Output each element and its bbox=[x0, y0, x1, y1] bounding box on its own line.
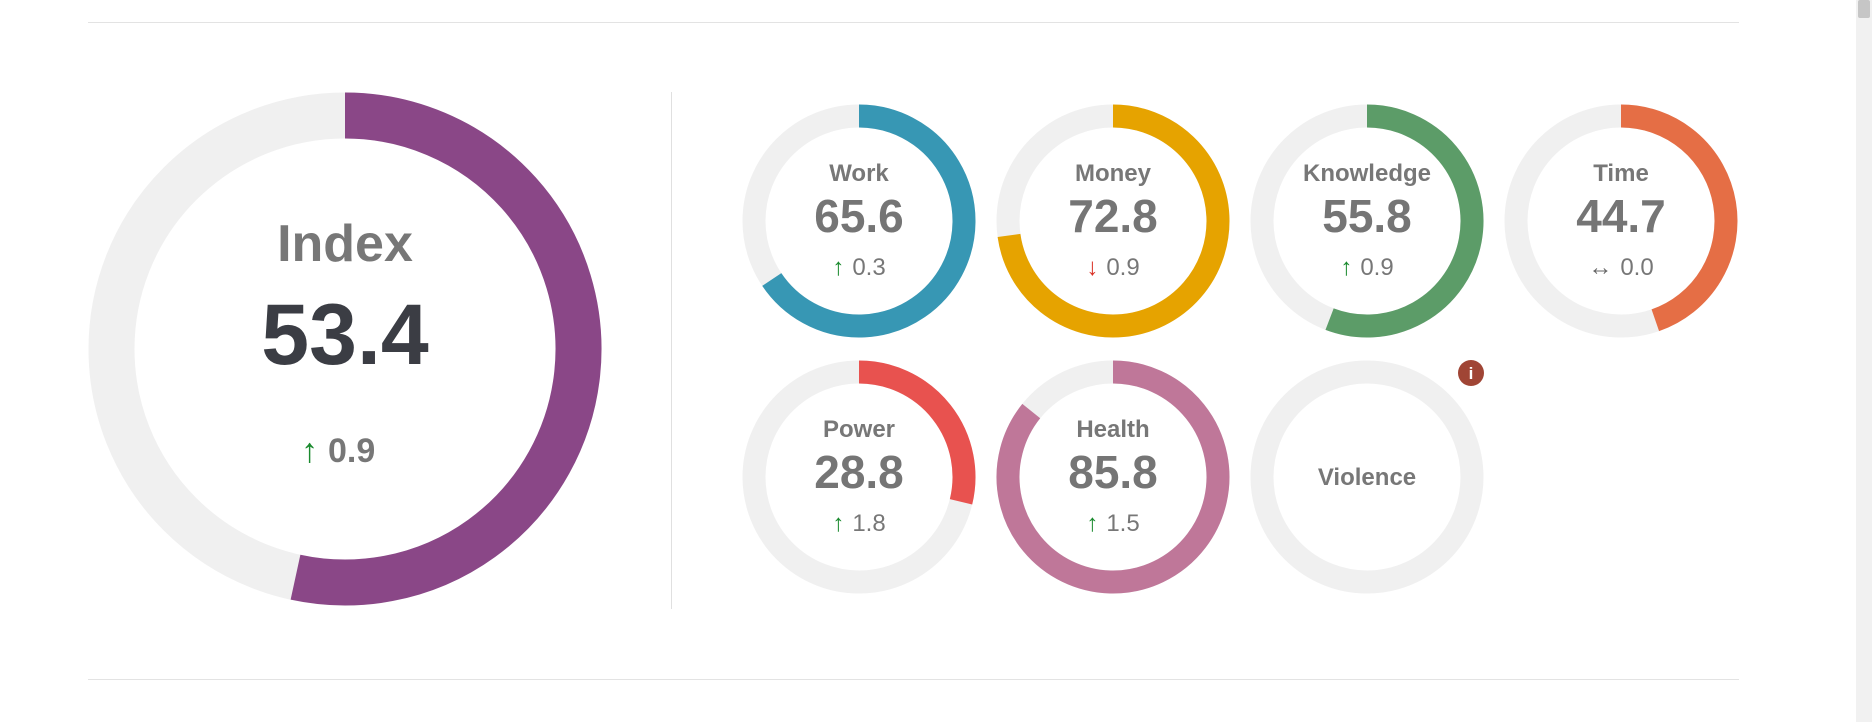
donut-work[interactable]: Work 65.6 ↑ 0.3 bbox=[742, 104, 976, 338]
donut-work-change-value: 0.3 bbox=[852, 254, 885, 281]
donut-work-arc bbox=[762, 104, 976, 338]
donut-knowledge-value: 55.8 bbox=[1322, 190, 1412, 242]
donut-power[interactable]: Power 28.8 ↑ 1.8 bbox=[742, 360, 976, 594]
index-value: 53.4 bbox=[261, 287, 429, 383]
index-label: Index bbox=[277, 215, 413, 273]
arrow-left-right-icon: ↔ bbox=[1588, 254, 1612, 281]
donut-health[interactable]: Health 85.8 ↑ 1.5 bbox=[996, 360, 1230, 594]
donut-knowledge-label: Knowledge bbox=[1303, 160, 1431, 187]
donut-power-change: ↑ 1.8 bbox=[832, 510, 885, 537]
donut-power-arc bbox=[858, 360, 976, 505]
top-divider bbox=[88, 22, 1739, 23]
donut-knowledge-arc bbox=[1325, 104, 1484, 338]
donut-time-change-value: 0.0 bbox=[1620, 254, 1653, 281]
info-icon-circle bbox=[1458, 360, 1484, 386]
donut-work-label: Work bbox=[829, 160, 889, 187]
donut-time-arc bbox=[1620, 104, 1738, 332]
donut-violence-track bbox=[1250, 360, 1484, 594]
donut-health-change: ↑ 1.5 bbox=[1086, 510, 1139, 537]
donut-money-value: 72.8 bbox=[1068, 190, 1158, 242]
info-icon-glyph: i bbox=[1469, 364, 1474, 383]
scrollbar[interactable] bbox=[1856, 0, 1872, 722]
donut-knowledge[interactable]: Knowledge 55.8 ↑ 0.9 bbox=[1250, 104, 1484, 338]
index-change: ↑ 0.9 bbox=[301, 432, 375, 470]
donut-health-label: Health bbox=[1076, 416, 1149, 443]
index-donut[interactable]: Index 53.4 ↑ 0.9 bbox=[88, 92, 602, 606]
donut-money-label: Money bbox=[1075, 160, 1152, 187]
arrow-down-icon: ↓ bbox=[1086, 254, 1098, 281]
index-change-value: 0.9 bbox=[328, 432, 375, 470]
scrollbar-thumb[interactable] bbox=[1858, 0, 1870, 18]
donut-power-change-value: 1.8 bbox=[852, 510, 885, 537]
info-icon[interactable]: i bbox=[1458, 360, 1484, 386]
donut-knowledge-change: ↑ 0.9 bbox=[1340, 254, 1393, 281]
index-donut-arc bbox=[290, 92, 602, 606]
donut-work-value: 65.6 bbox=[814, 190, 904, 242]
arrow-up-icon: ↑ bbox=[1086, 510, 1098, 537]
arrow-up-icon: ↑ bbox=[301, 432, 318, 470]
donut-power-value: 28.8 bbox=[814, 446, 904, 498]
donut-money-arc bbox=[997, 104, 1230, 338]
donut-time[interactable]: Time 44.7 ↔ 0.0 bbox=[1504, 104, 1738, 338]
vertical-divider bbox=[671, 92, 672, 609]
donut-time-change: ↔ 0.0 bbox=[1588, 254, 1653, 281]
donut-violence[interactable]: Violence i bbox=[1250, 360, 1484, 594]
donut-money[interactable]: Money 72.8 ↓ 0.9 bbox=[996, 104, 1230, 338]
donut-knowledge-change-value: 0.9 bbox=[1360, 254, 1393, 281]
donut-time-value: 44.7 bbox=[1576, 190, 1666, 242]
donut-health-arc bbox=[996, 360, 1230, 594]
arrow-up-icon: ↑ bbox=[832, 254, 844, 281]
bottom-divider bbox=[88, 679, 1739, 680]
arrow-up-icon: ↑ bbox=[832, 510, 844, 537]
donut-violence-label: Violence bbox=[1318, 464, 1416, 491]
donut-power-label: Power bbox=[823, 416, 895, 443]
donut-health-change-value: 1.5 bbox=[1106, 510, 1139, 537]
donut-health-value: 85.8 bbox=[1068, 446, 1158, 498]
arrow-up-icon: ↑ bbox=[1340, 254, 1352, 281]
donut-work-change: ↑ 0.3 bbox=[832, 254, 885, 281]
donut-time-label: Time bbox=[1593, 160, 1649, 187]
donut-money-change-value: 0.9 bbox=[1106, 254, 1139, 281]
donut-money-change: ↓ 0.9 bbox=[1086, 254, 1139, 281]
